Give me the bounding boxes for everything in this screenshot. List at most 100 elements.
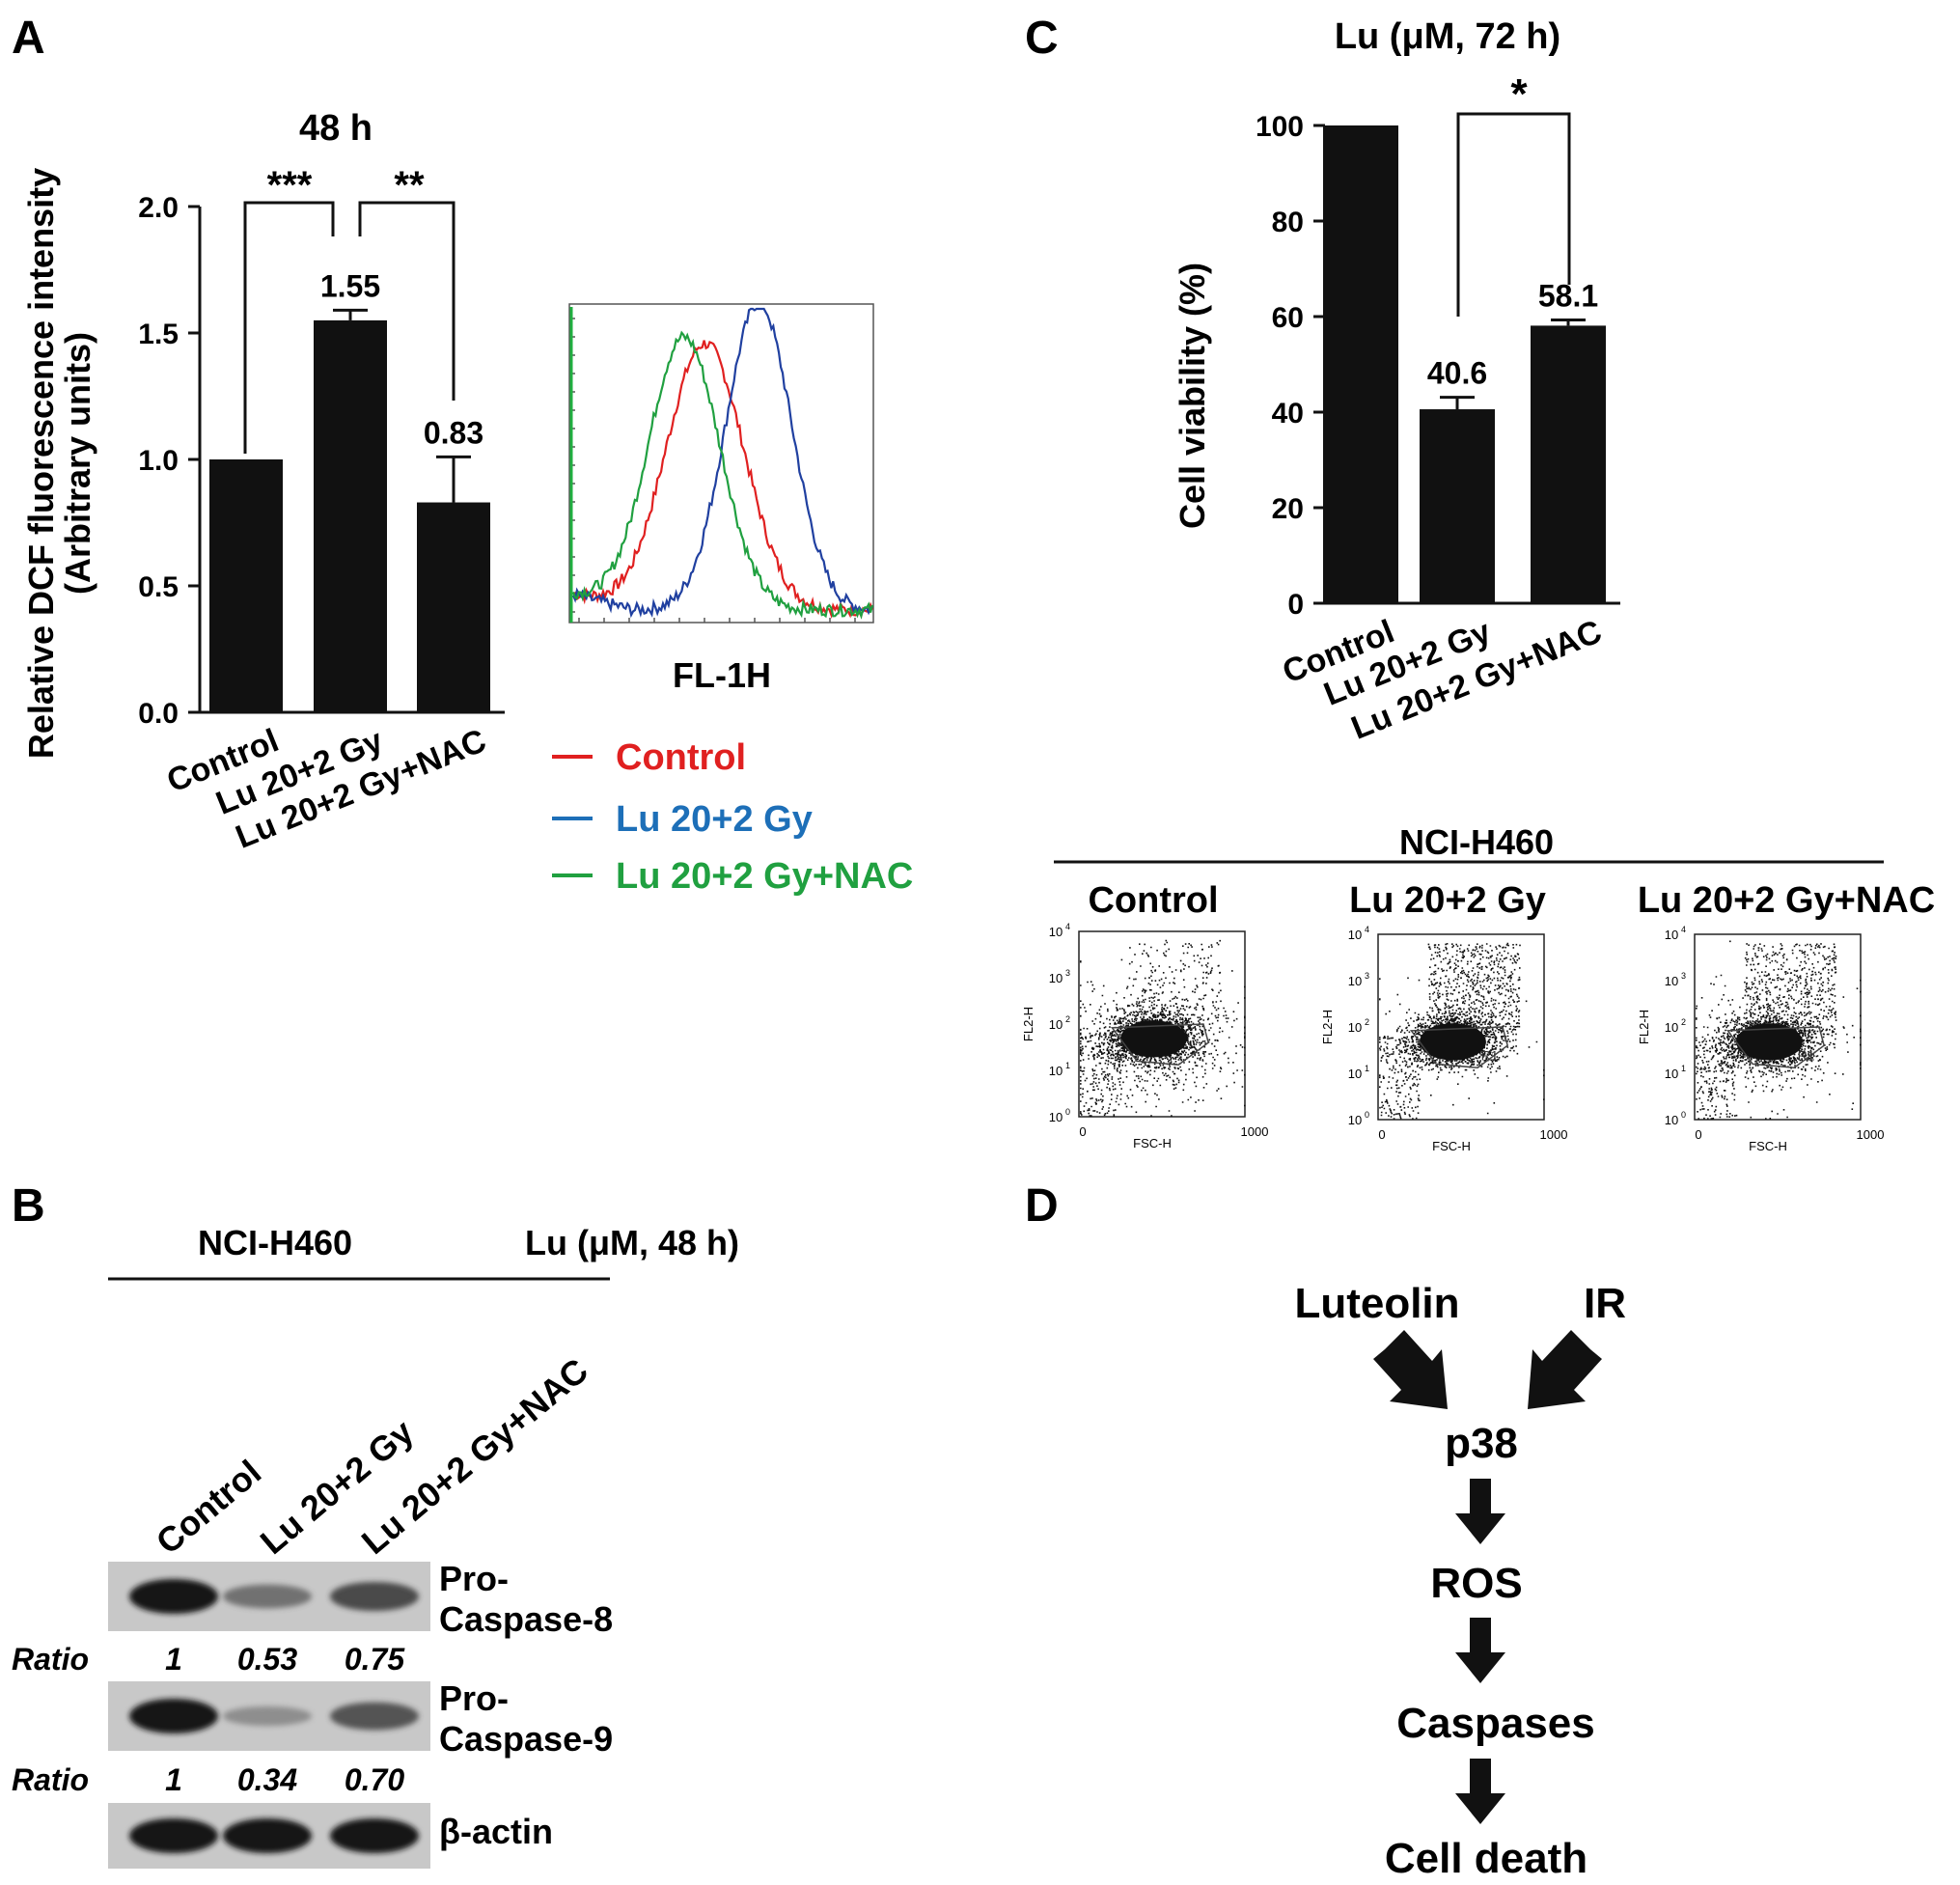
- y-tick-label: 1.5: [138, 319, 179, 350]
- legend-control: Control: [616, 737, 746, 778]
- flow-y-tick: 10: [1348, 928, 1362, 942]
- flow-y-exp: 0: [1065, 1107, 1070, 1117]
- flow-core: [1120, 1020, 1187, 1058]
- blot-band: [330, 1582, 419, 1611]
- legend-lu-gy-nac: Lu 20+2 Gy+NAC: [616, 856, 913, 897]
- blot-label-casp8-a: Pro-: [439, 1559, 509, 1598]
- bar-2: [314, 319, 387, 712]
- flow-y-tick: 10: [1049, 1064, 1063, 1078]
- blot-label-casp9-a: Pro-: [439, 1678, 509, 1718]
- panel-c-title: Lu (μM, 72 h): [1335, 16, 1560, 57]
- flow-y-tick: 10: [1049, 971, 1063, 985]
- blot-label-casp9-b: Caspase-9: [439, 1719, 613, 1759]
- flow-title-lu-gy-nac: Lu 20+2 Gy+NAC: [1638, 880, 1935, 921]
- blot-band: [223, 1818, 312, 1853]
- flow-y-tick: 10: [1665, 1067, 1678, 1081]
- panel-c-flow: NCI-H460 Control Lu 20+2 Gy Lu 20+2 Gy+N…: [1021, 822, 1935, 1153]
- histogram-series-3: [571, 330, 874, 620]
- ratio-2-lu: 0.34: [237, 1762, 297, 1797]
- panel-a-sig-1: ***: [267, 164, 313, 207]
- panel-a-legend: Control Lu 20+2 Gy Lu 20+2 Gy+NAC: [552, 737, 913, 897]
- arrow-caspases-death: [1455, 1759, 1505, 1824]
- blot-band: [330, 1702, 419, 1731]
- ratio-2-nac: 0.70: [345, 1762, 404, 1797]
- bar-3: [1531, 325, 1606, 603]
- flow-y-tick: 10: [1049, 925, 1063, 939]
- flow-y-exp: 3: [1681, 971, 1686, 981]
- blot-label-actin: β-actin: [439, 1812, 553, 1851]
- bar-1: [1323, 125, 1398, 603]
- panel-b-header-right: Lu (μM, 48 h): [525, 1223, 739, 1262]
- flow-y-exp: 1: [1681, 1064, 1686, 1073]
- flow-ylabel: FL2-H: [1021, 1007, 1035, 1041]
- flow-y-exp: 1: [1365, 1064, 1369, 1073]
- flow-ylabel: FL2-H: [1320, 1010, 1335, 1044]
- panel-b: B NCI-H460 Lu (μM, 48 h) Control Lu 20+2…: [12, 1180, 739, 1869]
- flow-y-exp: 2: [1681, 1017, 1686, 1027]
- flow-y-exp: 3: [1365, 971, 1369, 981]
- arrow-luteolin-p38: [1373, 1330, 1448, 1409]
- flow-gate: [1110, 1023, 1210, 1067]
- arrow-p38-ros: [1455, 1479, 1505, 1544]
- flow-gate-label: R1: [1481, 1048, 1499, 1064]
- y-tick-label: 0.5: [138, 571, 179, 603]
- flow-y-exp: 1: [1065, 1061, 1070, 1070]
- flow-frame: [1694, 933, 1862, 1121]
- panel-c: C Lu (μM, 72 h) Cell viability (%) 02040…: [1021, 13, 1935, 1153]
- node-caspases: Caspases: [1396, 1700, 1594, 1747]
- panel-a-title: 48 h: [299, 108, 373, 149]
- flow-x-tick: 1000: [1857, 1127, 1885, 1142]
- node-ir: IR: [1584, 1280, 1626, 1327]
- bar-1: [209, 459, 283, 712]
- ratio-1-lu: 0.53: [237, 1642, 297, 1677]
- data-label: 0.83: [424, 415, 483, 450]
- ratio-label-1: Ratio: [12, 1642, 89, 1677]
- y-tick-label: 0: [1287, 589, 1304, 621]
- panel-b-letter: B: [12, 1180, 45, 1232]
- bar-2: [1420, 409, 1495, 603]
- flow-y-exp: 0: [1681, 1110, 1686, 1120]
- flow-title-lu-gy: Lu 20+2 Gy: [1349, 880, 1546, 921]
- panel-a-significance: [243, 201, 455, 454]
- flow-header: NCI-H460: [1399, 822, 1554, 862]
- node-ros: ROS: [1430, 1560, 1522, 1607]
- histogram-series-1: [572, 340, 874, 620]
- y-tick-label: 0.0: [138, 698, 179, 730]
- flow-y-exp: 4: [1365, 925, 1369, 934]
- y-tick-label: 2.0: [138, 192, 179, 224]
- y-tick-label: 20: [1272, 493, 1304, 525]
- y-tick-label: 100: [1256, 111, 1304, 143]
- flow-y-tick: 10: [1665, 1113, 1678, 1127]
- flow-gate: [1409, 1026, 1509, 1069]
- panel-a-histogram: FL-1H: [568, 303, 874, 695]
- flow-xlabel: FSC-H: [1432, 1139, 1471, 1153]
- flow-frame: [1377, 933, 1545, 1121]
- flow-y-tick: 10: [1665, 1020, 1678, 1035]
- ratio-2-control: 1: [165, 1762, 182, 1797]
- panel-d: D Luteolin IR p38 ROS Caspases Cell deat…: [1025, 1180, 1626, 1882]
- y-tick-label: 40: [1272, 398, 1304, 430]
- flow-ylabel: FL2-H: [1637, 1010, 1651, 1044]
- flow-x-tick: 1000: [1241, 1124, 1269, 1139]
- lane-label-control: Control: [149, 1452, 268, 1562]
- flow-xlabel: FSC-H: [1133, 1136, 1172, 1150]
- histogram-series-2: [571, 307, 873, 619]
- blot-band: [129, 1579, 218, 1614]
- panel-c-significance: [1456, 112, 1571, 317]
- flow-x-tick: 1000: [1540, 1127, 1568, 1142]
- data-label: 40.6: [1427, 356, 1487, 391]
- ratio-1-nac: 0.75: [345, 1642, 405, 1677]
- panel-c-ylabel: Cell viability (%): [1173, 263, 1212, 529]
- node-cell-death: Cell death: [1385, 1835, 1587, 1880]
- ratio-label-2: Ratio: [12, 1762, 89, 1797]
- node-p38: p38: [1445, 1420, 1518, 1467]
- flow-y-exp: 2: [1065, 1014, 1070, 1024]
- y-tick-label: 80: [1272, 207, 1304, 238]
- blot-label-casp8-b: Caspase-8: [439, 1599, 613, 1639]
- flow-x-tick: 0: [1695, 1127, 1701, 1142]
- blot-band: [129, 1818, 218, 1853]
- panel-a-letter: A: [12, 13, 45, 64]
